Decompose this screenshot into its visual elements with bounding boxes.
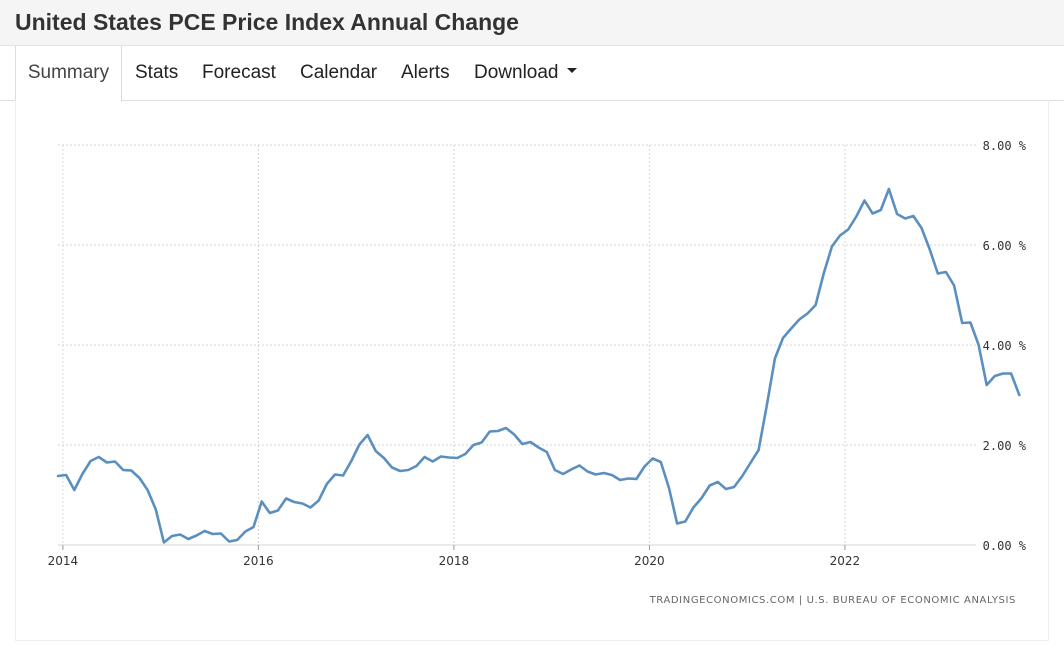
chart-panel: 0.00 % 2.00 % 4.00 % 6.00 % 8.00 % 2014 2016 20… [15,100,1049,641]
caret-down-icon [566,68,577,74]
x-tick-label: 2014 [48,554,79,568]
tab-calendar[interactable]: Calendar [300,62,378,83]
tab-download-label: Download [474,62,559,83]
tab-alerts[interactable]: Alerts [401,62,450,83]
chart-axes: 0.00 % 2.00 % 4.00 % 6.00 % 8.00 % 2014 2016 20… [48,139,1027,568]
tab-stats[interactable]: Stats [135,62,179,83]
price-index-chart: 0.00 % 2.00 % 4.00 % 6.00 % 8.00 % 2014 2016 20… [48,139,1027,606]
x-tick-label: 2018 [439,554,470,568]
tab-forecast[interactable]: Forecast [202,62,276,83]
chart-grid [58,144,976,546]
tab-download[interactable]: Download [474,46,577,101]
y-tick-label: 6.00 % [983,239,1027,253]
x-tick-label: 2016 [243,554,274,568]
y-tick-label: 8.00 % [983,139,1027,153]
source-credit: TRADINGECONOMICS.COM | U.S. BUREAU OF EC… [649,595,1016,606]
page-title: United States PCE Price Index Annual Cha… [15,9,519,35]
tab-bar: Summary Stats Forecast Calendar Alerts D… [0,46,1064,102]
title-bar: United States PCE Price Index Annual Cha… [0,0,1064,46]
tab-summary[interactable]: Summary [15,46,122,102]
series-line [56,187,1021,544]
chart-series-layer [56,187,1021,544]
y-tick-label: 0.00 % [983,539,1027,553]
x-tick-label: 2020 [634,554,665,568]
y-tick-label: 4.00 % [983,339,1027,353]
x-tick-label: 2022 [830,554,861,568]
y-tick-label: 2.00 % [983,439,1027,453]
